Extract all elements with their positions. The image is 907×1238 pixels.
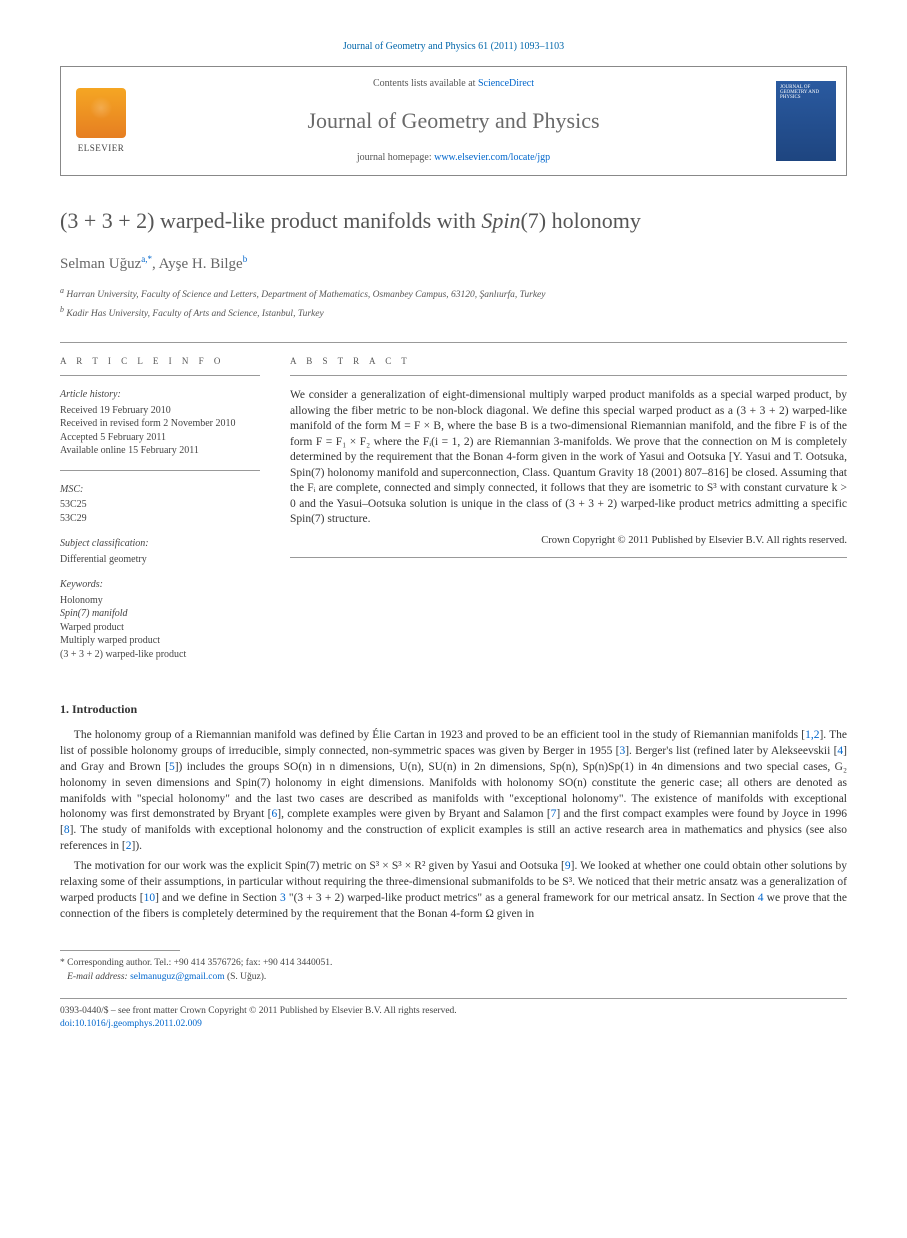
abstract-rule-bottom bbox=[290, 557, 847, 558]
p1-f: ], complete examples were given by Bryan… bbox=[277, 808, 550, 820]
msc-code-2: 53C29 bbox=[60, 512, 260, 526]
affiliation-a: a Harran University, Faculty of Science … bbox=[60, 285, 847, 302]
history-received: Received 19 February 2010 bbox=[60, 404, 260, 418]
msc-head: MSC: bbox=[60, 483, 260, 497]
subject-block: Subject classification: Differential geo… bbox=[60, 537, 260, 566]
email-label: E-mail address: bbox=[67, 972, 128, 982]
divider-rule bbox=[60, 342, 847, 343]
author-1-markers: a,* bbox=[141, 254, 152, 264]
ref-link-1-2[interactable]: 1,2 bbox=[805, 729, 819, 741]
homepage-line: journal homepage: www.elsevier.com/locat… bbox=[357, 151, 550, 165]
history-online: Available online 15 February 2011 bbox=[60, 444, 260, 458]
keyword-4: Multiply warped product bbox=[60, 634, 260, 648]
p1-a: The holonomy group of a Riemannian manif… bbox=[74, 729, 805, 741]
corresponding-author-note: * Corresponding author. Tel.: +90 414 35… bbox=[60, 957, 847, 970]
article-title: (3 + 3 + 2) warped-like product manifold… bbox=[60, 206, 847, 237]
subject-head: Subject classification: bbox=[60, 537, 260, 551]
issn-copyright-line: 0393-0440/$ – see front matter Crown Cop… bbox=[60, 1005, 847, 1018]
intro-para-2: The motivation for our work was the expl… bbox=[60, 859, 847, 922]
history-accepted: Accepted 5 February 2011 bbox=[60, 431, 260, 445]
email-line: E-mail address: selmanuguz@gmail.com (S.… bbox=[60, 971, 847, 984]
bottom-block: 0393-0440/$ – see front matter Crown Cop… bbox=[60, 998, 847, 1032]
email-owner: (S. Uğuz). bbox=[227, 972, 266, 982]
author-list: Selman Uğuza,*, Ayşe H. Bilgeb bbox=[60, 253, 847, 275]
cover-title-text: JOURNAL OF GEOMETRY AND PHYSICS bbox=[780, 85, 832, 100]
info-rule-2 bbox=[60, 470, 260, 471]
info-abstract-row: A R T I C L E I N F O Article history: R… bbox=[60, 355, 847, 674]
info-rule-1 bbox=[60, 375, 260, 376]
section-1-heading: 1. Introduction bbox=[60, 701, 847, 718]
subject-value: Differential geometry bbox=[60, 553, 260, 567]
corr-text: Corresponding author. Tel.: +90 414 3576… bbox=[67, 958, 332, 968]
p1-c: ]. Berger's list (refined later by Aleks… bbox=[625, 745, 837, 757]
intro-para-1: The holonomy group of a Riemannian manif… bbox=[60, 728, 847, 855]
keyword-2: Spin(7) manifold bbox=[60, 607, 260, 621]
p2-c: ] and we define in Section bbox=[155, 892, 280, 904]
affiliation-list: a Harran University, Faculty of Science … bbox=[60, 285, 847, 322]
article-info-label: A R T I C L E I N F O bbox=[60, 355, 260, 368]
footnote-rule bbox=[60, 950, 180, 951]
affil-text-a: Harran University, Faculty of Science an… bbox=[66, 290, 545, 300]
sciencedirect-link[interactable]: ScienceDirect bbox=[478, 78, 534, 89]
p2-d: "(3 + 3 + 2) warped-like product metrics… bbox=[286, 892, 758, 904]
ref-link-10[interactable]: 10 bbox=[144, 892, 156, 904]
affiliation-b: b Kadir Has University, Faculty of Arts … bbox=[60, 304, 847, 321]
homepage-prefix: journal homepage: bbox=[357, 152, 434, 163]
homepage-link[interactable]: www.elsevier.com/locate/jgp bbox=[434, 152, 550, 163]
footnotes-block: * Corresponding author. Tel.: +90 414 35… bbox=[60, 957, 847, 984]
doi-link[interactable]: doi:10.1016/j.geomphys.2011.02.009 bbox=[60, 1019, 202, 1029]
affil-marker-a: a bbox=[60, 286, 64, 295]
article-info-column: A R T I C L E I N F O Article history: R… bbox=[60, 355, 260, 674]
abstract-column: A B S T R A C T We consider a generaliza… bbox=[290, 355, 847, 674]
history-revised: Received in revised form 2 November 2010 bbox=[60, 417, 260, 431]
journal-cover-thumb: JOURNAL OF GEOMETRY AND PHYSICS bbox=[776, 81, 836, 161]
p2-a: The motivation for our work was the expl… bbox=[74, 860, 565, 872]
history-head: Article history: bbox=[60, 388, 260, 402]
keyword-5: (3 + 3 + 2) warped-like product bbox=[60, 648, 260, 662]
publisher-label: ELSEVIER bbox=[78, 142, 125, 155]
keyword-1: Holonomy bbox=[60, 594, 260, 608]
journal-name: Journal of Geometry and Physics bbox=[307, 106, 599, 137]
running-header: Journal of Geometry and Physics 61 (2011… bbox=[60, 40, 847, 54]
keyword-3: Warped product bbox=[60, 621, 260, 635]
copyright-line: Crown Copyright © 2011 Published by Else… bbox=[290, 534, 847, 549]
contents-available-line: Contents lists available at ScienceDirec… bbox=[373, 77, 534, 91]
author-1-name: Selman Uğuz bbox=[60, 256, 141, 272]
abstract-text: We consider a generalization of eight-di… bbox=[290, 388, 847, 528]
affil-text-b: Kadir Has University, Faculty of Arts an… bbox=[66, 309, 323, 319]
p1-h: ]. The study of manifolds with exception… bbox=[60, 824, 847, 852]
author-2-markers: b bbox=[243, 254, 248, 264]
author-2-name: Ayşe H. Bilge bbox=[159, 256, 243, 272]
history-block: Article history: Received 19 February 20… bbox=[60, 388, 260, 458]
cover-thumb-block: JOURNAL OF GEOMETRY AND PHYSICS bbox=[766, 67, 846, 175]
msc-block: MSC: 53C25 53C29 bbox=[60, 483, 260, 526]
abstract-label: A B S T R A C T bbox=[290, 355, 847, 368]
abstract-rule-top bbox=[290, 375, 847, 376]
keywords-block: Keywords: Holonomy Spin(7) manifold Warp… bbox=[60, 578, 260, 661]
p1-i: ]). bbox=[132, 840, 143, 852]
publisher-logo-block: ELSEVIER bbox=[61, 67, 141, 175]
affil-marker-b: b bbox=[60, 305, 64, 314]
keywords-head: Keywords: bbox=[60, 578, 260, 592]
journal-masthead: ELSEVIER Contents lists available at Sci… bbox=[60, 66, 847, 176]
msc-code-1: 53C25 bbox=[60, 498, 260, 512]
email-link[interactable]: selmanuguz@gmail.com bbox=[130, 972, 225, 982]
contents-prefix: Contents lists available at bbox=[373, 78, 478, 89]
masthead-center: Contents lists available at ScienceDirec… bbox=[141, 67, 766, 175]
elsevier-tree-icon bbox=[76, 88, 126, 138]
